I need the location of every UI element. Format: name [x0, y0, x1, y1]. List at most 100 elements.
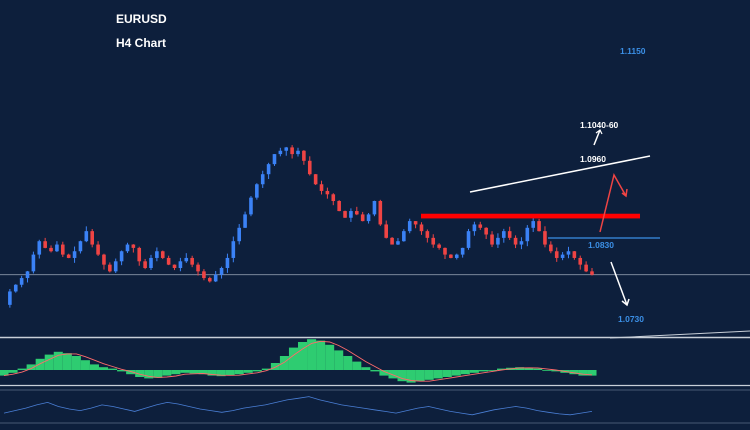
candle-body [260, 174, 265, 185]
macd-bar [551, 370, 561, 372]
candle-body [525, 227, 530, 242]
candle-body [490, 234, 494, 245]
macd-bar [171, 370, 181, 375]
candle-body [531, 221, 535, 228]
candle-body [390, 237, 394, 245]
macd-bar [80, 360, 90, 370]
macd-bar [406, 370, 416, 383]
chart-symbol: EURUSD [116, 12, 167, 26]
candle-body [55, 244, 59, 252]
macd-bar [225, 370, 235, 376]
chart-timeframe: H4 Chart [116, 36, 167, 50]
candle-body [219, 268, 224, 275]
candle-body [13, 284, 18, 292]
macd-bar [451, 370, 461, 376]
candle-body [266, 164, 271, 175]
macd-bar [497, 368, 507, 370]
candle-body [249, 197, 253, 215]
macd-bar [325, 344, 335, 370]
macd-bar [578, 370, 588, 376]
candle-body [519, 241, 524, 245]
level-label-1.1150: 1.1150 [620, 46, 646, 56]
candle-body [296, 150, 300, 155]
macd-bar [71, 356, 81, 370]
macd-bar [370, 370, 380, 372]
candle-body [290, 147, 294, 155]
candle-body [419, 224, 424, 232]
macd-bar [35, 358, 45, 370]
candle-body [66, 254, 71, 258]
target-arrow [610, 261, 628, 306]
macd-bar [180, 370, 190, 373]
candle-body [449, 254, 453, 258]
rsi-pane [0, 389, 750, 424]
candle-body [402, 231, 406, 242]
candle-body [43, 241, 47, 248]
macd-bar [153, 370, 163, 378]
candle-body [472, 224, 477, 232]
candle-body [478, 224, 483, 228]
macd-bar [515, 367, 525, 370]
macd-bar [216, 370, 226, 377]
macd-zero-extension [609, 330, 750, 339]
candle-body [149, 257, 153, 268]
candle-body [460, 247, 465, 255]
candle-body [384, 224, 388, 238]
macd-bar [397, 370, 407, 382]
candle-body [590, 271, 594, 275]
candle-body [196, 264, 200, 272]
macd-bar [424, 370, 434, 380]
candle-body [325, 190, 330, 195]
macd-pane [0, 339, 597, 383]
macd-bar [62, 353, 72, 370]
target-arrowhead [621, 298, 630, 307]
macd-bar [524, 367, 534, 370]
candle-body [178, 261, 183, 268]
resistance-zone [421, 213, 640, 219]
candle-body [131, 244, 136, 248]
candle-body [108, 264, 112, 272]
candle-body [202, 271, 206, 279]
candle-body [184, 257, 189, 262]
candle-body [119, 251, 124, 262]
macd-bar [334, 350, 344, 370]
candle-body [454, 254, 459, 258]
macd-bar [379, 370, 389, 376]
candle-body [378, 201, 383, 225]
macd-bar [126, 370, 136, 375]
level-label-1.0960: 1.0960 [580, 154, 606, 164]
macd-bar [162, 370, 172, 376]
macd-bar [117, 370, 127, 372]
macd-bar [108, 368, 118, 370]
zone-arrow [593, 129, 601, 146]
candle-body [49, 247, 53, 252]
macd-bar [433, 370, 443, 379]
candle-body [443, 247, 447, 255]
macd-bar [189, 370, 199, 374]
macd-bar [44, 354, 54, 370]
candle-body [243, 214, 247, 228]
macd-bar [144, 370, 154, 379]
macd-bar [98, 367, 109, 370]
candle-body [360, 214, 365, 222]
candle-body [125, 244, 130, 252]
candle-body [413, 221, 418, 225]
macd-bar [243, 370, 253, 373]
macd-bar [26, 364, 36, 370]
macd-bar [89, 364, 99, 370]
level-label-1.1040-60: 1.1040-60 [580, 120, 619, 130]
candle-body [543, 231, 547, 245]
candle-body [549, 244, 553, 252]
candle-body [96, 244, 100, 255]
macd-bar [298, 342, 308, 370]
candle-body [313, 174, 318, 185]
candle-body [8, 291, 12, 305]
macd-bar [533, 368, 543, 370]
candle-body [307, 160, 312, 175]
price-pane [0, 145, 750, 308]
candle-body [396, 241, 400, 245]
macd-bar [198, 370, 208, 375]
macd-bar [587, 370, 597, 376]
candle-body [237, 227, 241, 242]
candle-body [566, 251, 571, 255]
